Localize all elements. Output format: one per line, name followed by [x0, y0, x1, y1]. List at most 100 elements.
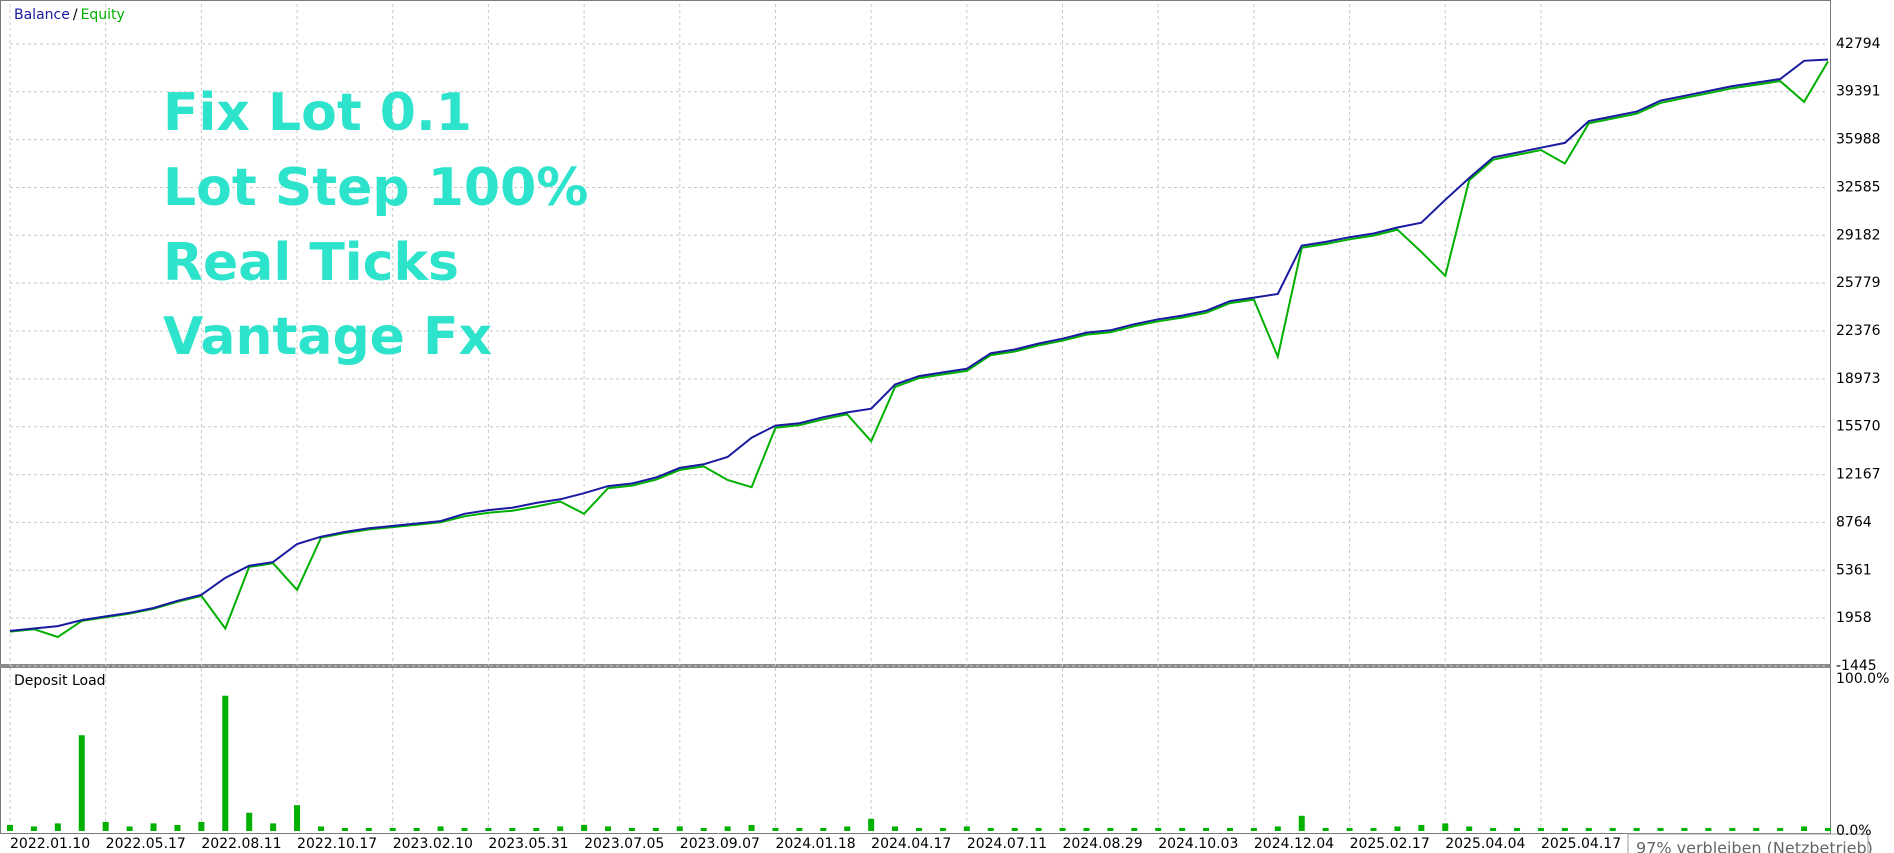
y-tick-label: 0.0% [1836, 823, 1872, 839]
bar [1059, 827, 1066, 831]
bar [509, 827, 516, 831]
bar [1777, 827, 1784, 831]
annotation: Vantage Fx [163, 307, 492, 367]
bar [1657, 827, 1664, 831]
x-tick-label: 2022.05.17 [106, 836, 186, 852]
bar [317, 826, 324, 831]
x-tick-label: 2025.04.17 [1541, 836, 1621, 852]
bar [413, 827, 420, 831]
y-tick-label: 12167 [1836, 467, 1881, 483]
bar [1107, 827, 1114, 831]
y-tick-label: 29182 [1836, 227, 1881, 243]
bar [365, 827, 372, 831]
bar [1609, 827, 1616, 831]
bar [533, 827, 540, 831]
x-tick-label: 2024.01.18 [775, 836, 855, 852]
bar [916, 827, 922, 831]
annotation: Real Ticks [163, 233, 459, 293]
bar [868, 818, 875, 831]
bar [963, 826, 970, 831]
x-tick-label: 2024.07.11 [967, 836, 1047, 852]
legend-entry: Equity [81, 7, 125, 23]
x-tick-label: 2024.04.17 [871, 836, 951, 852]
bar [1226, 827, 1233, 831]
series-line [9, 60, 1829, 639]
bar [1011, 827, 1018, 831]
y-tick-label: -1445 [1836, 658, 1877, 674]
x-tick-label: 2025.02.17 [1350, 836, 1430, 852]
bar [724, 826, 731, 831]
legend-separator: / [73, 7, 78, 23]
bar [676, 826, 683, 831]
status-text: 97% verbleiben (Netzbetrieb) [1636, 839, 1873, 853]
bar [30, 826, 37, 831]
bar [557, 826, 564, 831]
y-tick-label: 25779 [1836, 275, 1881, 291]
bar [437, 826, 444, 831]
bar [1705, 827, 1712, 831]
y-tick-label: 39391 [1836, 84, 1881, 100]
y-tick-label: 1958 [1836, 610, 1872, 626]
bar [7, 824, 13, 831]
bar [1155, 827, 1162, 831]
bar [1346, 827, 1353, 831]
status-box [1627, 833, 1869, 853]
y-tick-label: 5361 [1836, 562, 1872, 578]
bar [581, 824, 588, 831]
x-tick-label: 2023.09.07 [680, 836, 760, 852]
bar [222, 695, 229, 831]
x-tick-label: 2023.02.10 [393, 836, 473, 852]
bar [1418, 824, 1425, 831]
x-tick-label: 2024.08.29 [1063, 836, 1143, 852]
panel-title: Deposit Load [14, 673, 106, 689]
bar [1753, 827, 1760, 831]
bar [1681, 827, 1688, 831]
bar [892, 826, 899, 831]
bar [1274, 826, 1281, 831]
bar [939, 827, 946, 831]
y-tick-label: 42794 [1836, 36, 1881, 52]
bar [700, 827, 707, 831]
bar [628, 827, 635, 831]
bar [652, 827, 659, 831]
bar [1801, 826, 1808, 831]
bar [1537, 827, 1544, 831]
x-tick-label: 2022.08.11 [201, 836, 281, 852]
y-tick-label: 22376 [1836, 323, 1881, 339]
y-tick-label: 8764 [1836, 514, 1872, 530]
bar [1585, 827, 1592, 831]
mark-layer [7, 58, 1831, 831]
bar [341, 827, 348, 831]
bar [1394, 826, 1401, 831]
bar [1035, 827, 1042, 831]
y-tick-label: 18973 [1836, 371, 1881, 387]
bar [1322, 827, 1329, 831]
bar [54, 823, 61, 831]
bar [1298, 815, 1305, 831]
y-tick-label: 15570 [1836, 419, 1881, 435]
bar [748, 824, 755, 831]
bar [1203, 827, 1210, 831]
y-tick-label: 100.0% [1836, 671, 1889, 687]
bar [987, 827, 994, 831]
bar [820, 827, 827, 831]
x-tick-label: 2024.12.04 [1254, 836, 1334, 852]
bar [1250, 827, 1257, 831]
x-tick-label: 2023.05.31 [488, 836, 568, 852]
bar [1083, 827, 1090, 831]
bar [1514, 827, 1521, 831]
bar [126, 826, 133, 831]
x-tick-label: 2022.10.17 [297, 836, 377, 852]
bar [1633, 827, 1640, 831]
bar [461, 827, 468, 831]
bar [844, 826, 851, 831]
bar [605, 826, 612, 831]
y-tick-label: 32585 [1836, 179, 1881, 195]
bar [1561, 827, 1568, 831]
bar [1131, 827, 1138, 831]
bar [1179, 827, 1186, 831]
bar [294, 805, 301, 831]
series-line [9, 58, 1829, 632]
